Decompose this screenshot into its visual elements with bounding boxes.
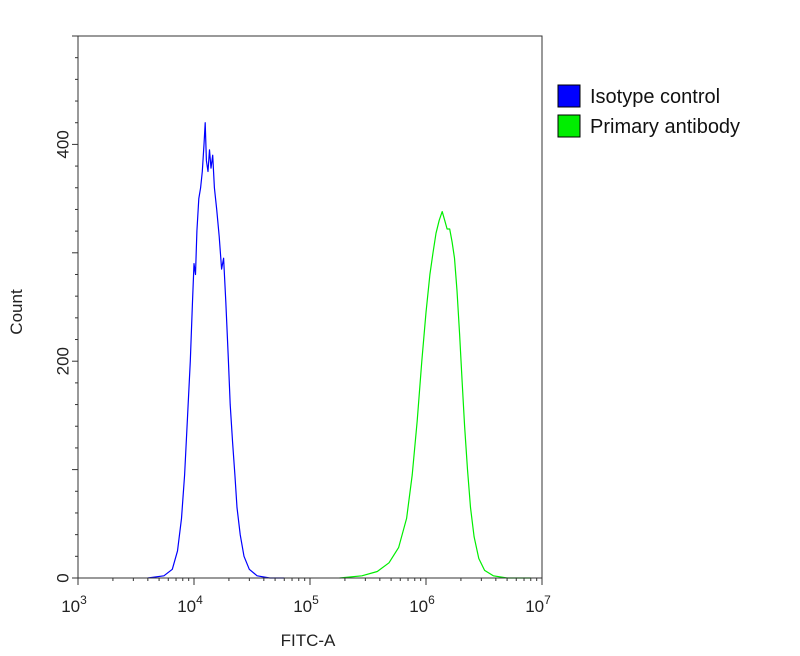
legend-swatch (557, 84, 581, 108)
legend-swatch (557, 114, 581, 138)
series-line-primary-antibody (339, 211, 531, 579)
y-tick-label: 200 (53, 347, 72, 375)
plot-area (147, 122, 531, 579)
x-tick-label: 105 (293, 593, 319, 616)
x-tick-label: 107 (525, 593, 551, 616)
y-axis-title: Count (7, 289, 26, 335)
y-tick-label: 400 (53, 130, 72, 158)
axes: 0 200 400 103 104 105 106 107 (53, 35, 551, 616)
x-tick-label: 106 (409, 593, 435, 616)
x-tick-label: 104 (177, 593, 203, 616)
x-tick-label: 103 (61, 593, 87, 616)
x-axis-title: FITC-A (281, 631, 336, 650)
legend: Isotype control Primary antibody (557, 84, 740, 138)
legend-label: Primary antibody (590, 116, 740, 138)
legend-label: Isotype control (590, 86, 720, 108)
plot-frame (77, 35, 543, 579)
series-line-isotype-control (147, 122, 285, 579)
y-tick-label: 0 (53, 573, 72, 582)
